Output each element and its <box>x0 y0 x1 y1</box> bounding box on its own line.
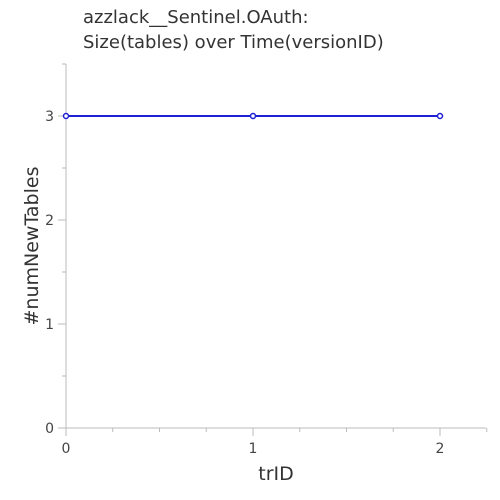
y-tick-label: 3 <box>45 109 54 125</box>
x-tick-label: 0 <box>62 441 71 457</box>
y-tick-label: 2 <box>45 213 54 229</box>
y-tick-label: 0 <box>45 421 54 437</box>
x-tick-label: 2 <box>436 441 445 457</box>
data-point <box>251 114 256 119</box>
data-point <box>438 114 443 119</box>
x-tick-label: 1 <box>249 441 258 457</box>
y-axis-label: #numNewTables <box>21 167 43 326</box>
data-point <box>64 114 69 119</box>
y-tick-label: 1 <box>45 317 54 333</box>
x-axis-label: trID <box>258 463 294 485</box>
